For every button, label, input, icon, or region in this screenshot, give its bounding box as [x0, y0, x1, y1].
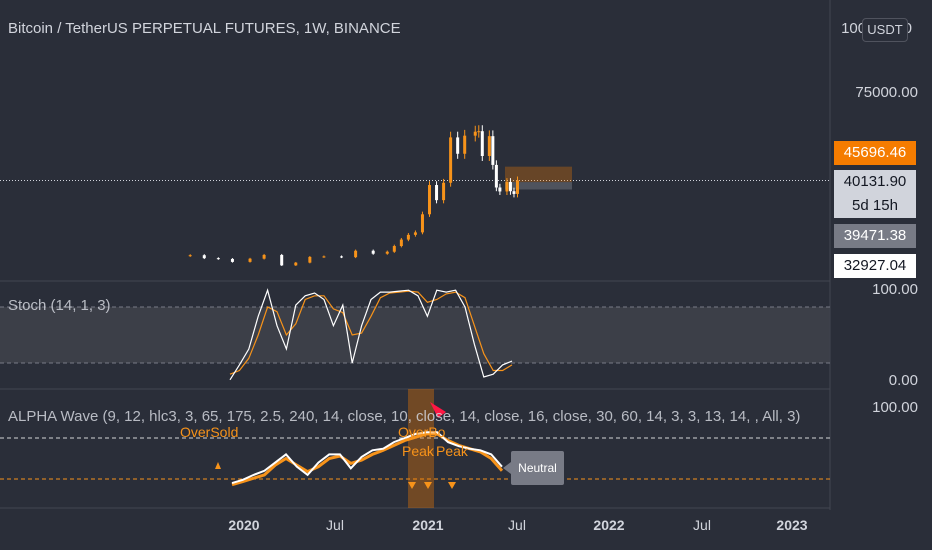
candle-body — [463, 135, 467, 154]
candle-body — [322, 256, 326, 258]
oversold-label: OverSold — [180, 424, 239, 440]
candle-body — [508, 182, 512, 192]
candle-body — [491, 136, 495, 165]
level-tag-1: 39471.38 — [834, 224, 916, 248]
time-label-2021: 2021 — [412, 517, 444, 533]
candle-body — [494, 164, 498, 188]
candle-body — [230, 258, 234, 262]
candle-body — [428, 185, 432, 215]
alpha-axis-100: 100.00 — [872, 399, 918, 416]
candle-body — [487, 136, 491, 156]
price-axis-label-75000: 75000.00 — [855, 84, 918, 101]
peak-label-1: Peak — [402, 443, 434, 459]
overbought-label: OverBo — [398, 424, 446, 440]
candle-body — [371, 250, 375, 254]
candle-body — [340, 256, 344, 258]
countdown-tag: 5d 15h — [834, 194, 916, 218]
alpha-wave-orange — [231, 432, 504, 487]
candle-body — [262, 254, 266, 259]
alpha-wave-title: ALPHA Wave (9, 12, hlc3, 3, 65, 175, 2.5… — [8, 408, 801, 425]
candle-body — [456, 137, 460, 154]
last-price-tag: 45696.46 — [834, 141, 916, 165]
stoch-title: Stoch (14, 1, 3) — [8, 297, 111, 314]
level-tag-2: 32927.04 — [834, 254, 916, 278]
peak-arrow — [448, 482, 456, 489]
current-price-tag: 40131.90 — [834, 170, 916, 194]
candle-body — [473, 131, 477, 136]
peak-arrow — [424, 482, 432, 489]
stoch-d-line — [229, 290, 513, 375]
candle-body — [308, 256, 312, 263]
neutral-label: Neutral — [511, 451, 564, 485]
currency-button[interactable]: USDT — [862, 18, 908, 42]
candle-body — [512, 191, 516, 194]
stoch-axis-0: 0.00 — [888, 372, 918, 389]
stoch-axis-100: 100.00 — [872, 281, 918, 298]
time-label-2020: 2020 — [228, 517, 260, 533]
candle-body — [505, 182, 509, 192]
stoch-band-fill — [0, 307, 830, 363]
peak-arrow — [408, 482, 416, 489]
candle-body — [477, 131, 481, 133]
candle-body — [202, 255, 206, 259]
candle-body — [216, 258, 220, 260]
candle-body — [406, 234, 410, 240]
time-label-jul-2020: Jul — [326, 517, 344, 533]
oversold-marker — [215, 462, 221, 469]
candle-body — [385, 251, 389, 254]
candle-body — [449, 137, 453, 183]
candle-body — [188, 255, 192, 257]
candle-body — [248, 258, 252, 262]
candle-body — [420, 214, 424, 233]
peak-marker-red — [430, 402, 446, 418]
time-label-jul-2022: Jul — [693, 517, 711, 533]
candle-body — [442, 182, 446, 201]
stoch-k-line — [229, 288, 513, 381]
candle-body — [435, 185, 439, 201]
zone-box-lower — [505, 182, 572, 190]
candle-body — [294, 262, 298, 266]
candle-body — [354, 250, 358, 258]
alpha-wave-white — [231, 431, 503, 485]
candle-body — [480, 131, 484, 156]
symbol-title: Bitcoin / TetherUS PERPETUAL FUTURES, 1W… — [8, 20, 401, 37]
neutral-pointer — [503, 462, 511, 474]
candle-body — [413, 232, 417, 235]
time-label-2022: 2022 — [593, 517, 625, 533]
candle-body — [280, 254, 284, 266]
zone-box-upper — [505, 166, 572, 183]
candle-body — [515, 180, 519, 194]
candle-body — [498, 187, 502, 192]
peak-label-2: Peak — [436, 443, 468, 459]
time-label-2023: 2023 — [776, 517, 808, 533]
time-label-jul-2021: Jul — [508, 517, 526, 533]
candle-body — [399, 239, 403, 247]
candle-body — [392, 246, 396, 252]
